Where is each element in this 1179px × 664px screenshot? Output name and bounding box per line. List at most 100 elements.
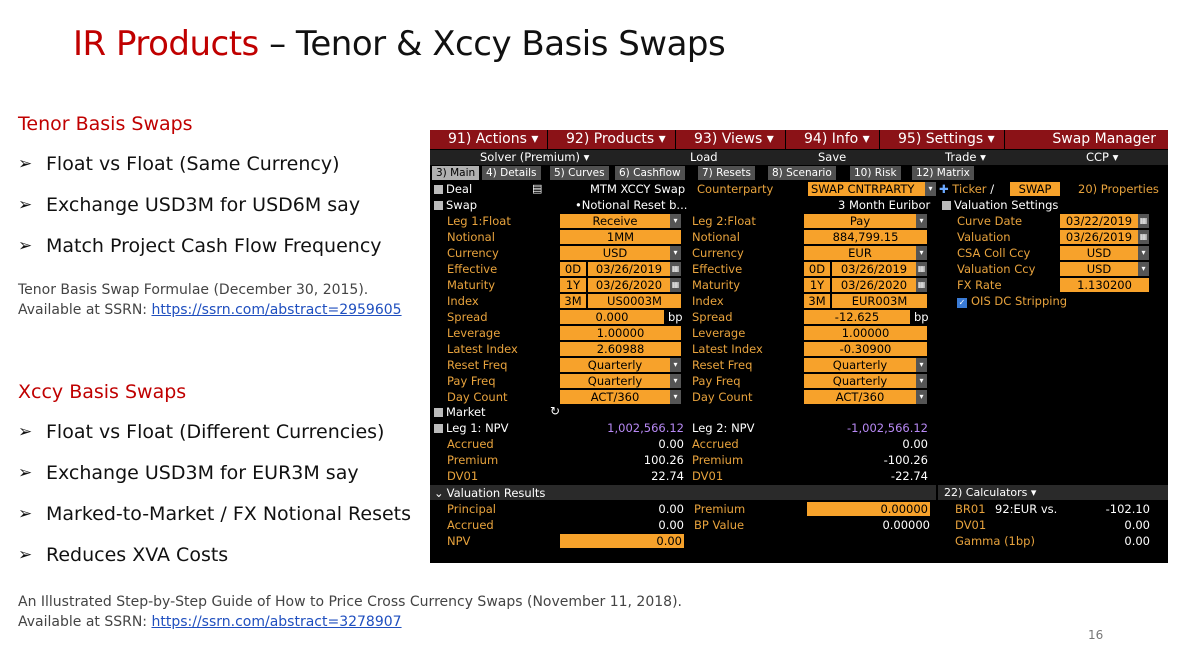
dropdown-icon[interactable]: ▾ bbox=[670, 390, 681, 404]
calendar-icon[interactable]: ▦ bbox=[1138, 230, 1149, 244]
collapse-icon[interactable] bbox=[434, 201, 443, 210]
tab-details[interactable]: 4) Details bbox=[482, 166, 541, 180]
leg1-spread[interactable]: 0.000 bbox=[560, 310, 664, 324]
tab-risk[interactable]: 10) Risk bbox=[850, 166, 901, 180]
expand-icon[interactable] bbox=[434, 408, 443, 417]
leg1-index[interactable]: US0003M bbox=[588, 294, 681, 308]
curve-date-field[interactable]: 03/22/2019 bbox=[1060, 214, 1138, 228]
counterparty-dropdown-icon[interactable]: ▾ bbox=[925, 182, 936, 196]
collapse-icon[interactable] bbox=[942, 201, 951, 210]
dv01-label: DV01 bbox=[955, 518, 987, 532]
tab-curves[interactable]: 5) Curves bbox=[550, 166, 609, 180]
leg2-spread[interactable]: -12.625 bbox=[804, 310, 910, 324]
gamma-label: Gamma (1bp) bbox=[955, 534, 1035, 548]
tab-cashflow[interactable]: 6) Cashflow bbox=[615, 166, 685, 180]
valuation-date-field[interactable]: 03/26/2019 bbox=[1060, 230, 1138, 244]
tab-matrix[interactable]: 12) Matrix bbox=[912, 166, 974, 180]
ssrn-link[interactable]: https://ssrn.com/abstract=3278907 bbox=[151, 614, 402, 630]
dropdown-icon[interactable]: ▾ bbox=[1138, 262, 1149, 276]
arrow-icon: ➢ bbox=[18, 195, 33, 215]
menu-info[interactable]: 94) Info ▾ bbox=[786, 130, 880, 149]
calendar-icon[interactable]: ▦ bbox=[670, 278, 681, 292]
leg2-direction[interactable]: Pay bbox=[804, 214, 916, 228]
leg2-pay-freq[interactable]: Quarterly bbox=[804, 374, 916, 388]
checkbox-icon[interactable]: ✓ bbox=[957, 298, 967, 308]
leg2-index-tenor[interactable]: 3M bbox=[804, 294, 830, 308]
csa-ccy-field[interactable]: USD bbox=[1060, 246, 1138, 260]
ticker-field[interactable]: SWAP bbox=[1010, 182, 1060, 196]
leg1-index-tenor[interactable]: 3M bbox=[560, 294, 586, 308]
dropdown-icon[interactable]: ▾ bbox=[670, 246, 681, 260]
leg2-maturity-tenor[interactable]: 1Y bbox=[804, 278, 830, 292]
valuation-ccy-field[interactable]: USD bbox=[1060, 262, 1138, 276]
dropdown-icon[interactable]: ▾ bbox=[1138, 246, 1149, 260]
dropdown-icon[interactable]: ▾ bbox=[670, 214, 681, 228]
expand-icon[interactable] bbox=[434, 185, 443, 194]
calendar-icon[interactable]: ▦ bbox=[1138, 214, 1149, 228]
leg1-maturity[interactable]: 03/26/2020 bbox=[588, 278, 670, 292]
menu-actions[interactable]: 91) Actions ▾ bbox=[430, 130, 548, 149]
leg2-effective[interactable]: 03/26/2019 bbox=[832, 262, 916, 276]
calculators-menu[interactable]: 22) Calculators ▾ bbox=[944, 486, 1037, 499]
leg2-currency[interactable]: EUR bbox=[804, 246, 916, 260]
solver-button[interactable]: Solver (Premium) ▾ bbox=[480, 150, 590, 164]
load-button[interactable]: Load bbox=[690, 150, 718, 164]
menu-views[interactable]: 93) Views ▾ bbox=[676, 130, 786, 149]
leg2-reset-freq[interactable]: Quarterly bbox=[804, 358, 916, 372]
leg1-reset-freq[interactable]: Quarterly bbox=[560, 358, 670, 372]
collapse-icon[interactable] bbox=[434, 424, 443, 433]
premium-field[interactable]: 0.00000 bbox=[807, 502, 930, 516]
trade-button[interactable]: Trade ▾ bbox=[945, 150, 986, 164]
properties-button[interactable]: 20) Properties bbox=[1078, 182, 1159, 196]
dropdown-icon[interactable]: ▾ bbox=[670, 358, 681, 372]
leg2-index[interactable]: EUR003M bbox=[832, 294, 927, 308]
leg1-effective[interactable]: 03/26/2019 bbox=[588, 262, 670, 276]
leg1-currency[interactable]: USD bbox=[560, 246, 670, 260]
leg1-direction[interactable]: Receive bbox=[560, 214, 670, 228]
dropdown-icon[interactable]: ▾ bbox=[670, 374, 681, 388]
deal-header: Deal bbox=[434, 182, 472, 196]
fx-rate-field[interactable]: 1.130200 bbox=[1060, 278, 1149, 292]
dropdown-icon[interactable]: ▾ bbox=[916, 246, 927, 260]
page-title: IR Products – Tenor & Xccy Basis Swaps bbox=[73, 24, 726, 64]
leg2-leverage[interactable]: 1.00000 bbox=[804, 326, 927, 340]
menu-settings[interactable]: 95) Settings ▾ bbox=[880, 130, 1005, 149]
menu-products[interactable]: 92) Products ▾ bbox=[548, 130, 676, 149]
valuation-results-header[interactable]: ⌄ Valuation Results bbox=[434, 486, 546, 500]
doc-icon[interactable]: ▤ bbox=[532, 182, 543, 195]
leg1-maturity-tenor[interactable]: 1Y bbox=[560, 278, 586, 292]
leg2-day-count[interactable]: ACT/360 bbox=[804, 390, 916, 404]
leg1-day-count[interactable]: ACT/360 bbox=[560, 390, 670, 404]
dropdown-icon[interactable]: ▾ bbox=[916, 374, 927, 388]
dropdown-icon[interactable]: ▾ bbox=[916, 214, 927, 228]
calendar-icon[interactable]: ▦ bbox=[670, 262, 681, 276]
npv-field[interactable]: 0.00 bbox=[560, 534, 684, 548]
calendar-icon[interactable]: ▦ bbox=[916, 262, 927, 276]
leg1-leverage[interactable]: 1.00000 bbox=[560, 326, 681, 340]
ssrn-link[interactable]: https://ssrn.com/abstract=2959605 bbox=[151, 302, 402, 318]
tab-resets[interactable]: 7) Resets bbox=[698, 166, 755, 180]
leg1-pay-freq[interactable]: Quarterly bbox=[560, 374, 670, 388]
leg1-effective-offset[interactable]: 0D bbox=[560, 262, 586, 276]
save-button[interactable]: Save bbox=[818, 150, 847, 164]
refresh-icon[interactable]: ↻ bbox=[550, 404, 561, 418]
ois-checkbox[interactable]: ✓ OIS DC Stripping bbox=[957, 294, 1068, 308]
calendar-icon[interactable]: ▦ bbox=[916, 278, 927, 292]
tab-main[interactable]: 3) Main bbox=[432, 166, 480, 180]
leg2-maturity[interactable]: 03/26/2020 bbox=[832, 278, 916, 292]
ticker-label[interactable]: ✚ Ticker / bbox=[939, 182, 995, 196]
xccy-bullet: ➢ Exchange USD3M for EUR3M say bbox=[18, 462, 359, 484]
valuation-settings-header: Valuation Settings bbox=[942, 198, 1058, 212]
dropdown-icon[interactable]: ▾ bbox=[916, 358, 927, 372]
arrow-icon: ➢ bbox=[18, 545, 33, 565]
dropdown-icon[interactable]: ▾ bbox=[916, 390, 927, 404]
ccp-button[interactable]: CCP ▾ bbox=[1086, 150, 1119, 164]
tab-scenario[interactable]: 8) Scenario bbox=[768, 166, 836, 180]
collapse-chevron-icon[interactable]: ⌄ bbox=[434, 486, 444, 500]
leg1-notional[interactable]: 1MM bbox=[560, 230, 681, 244]
leg2-notional[interactable]: 884,799.15 bbox=[804, 230, 927, 244]
leg2-effective-offset[interactable]: 0D bbox=[804, 262, 830, 276]
tenor-note: Tenor Basis Swap Formulae (December 30, … bbox=[18, 282, 402, 318]
tenor-heading: Tenor Basis Swaps bbox=[18, 113, 193, 135]
counterparty-field[interactable]: SWAP CNTRPARTY bbox=[808, 182, 925, 196]
